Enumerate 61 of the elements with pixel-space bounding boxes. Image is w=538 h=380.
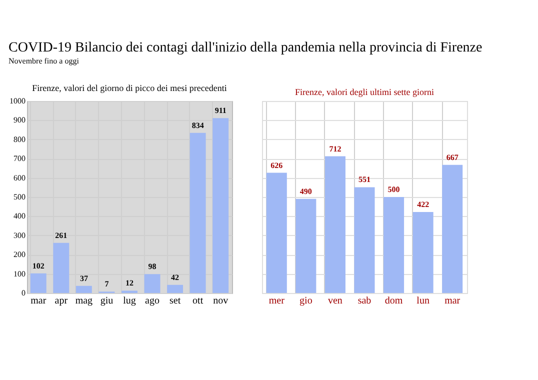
data-label: 422 <box>417 200 430 209</box>
y-tick-label: 500 <box>14 192 26 202</box>
x-tick-label: mar <box>444 296 461 306</box>
bar <box>212 118 229 293</box>
x-tick-label: apr <box>54 296 68 306</box>
y-tick-label: 800 <box>14 134 26 144</box>
data-label: 500 <box>388 185 400 194</box>
y-tick-label: 900 <box>14 116 26 125</box>
bar <box>144 274 160 293</box>
chart-title: COVID-19 Bilancio dei contagi dall'inizio della pandemia nella provincia di Firenze <box>8 40 482 56</box>
data-label: 551 <box>358 175 370 184</box>
y-tick-label: 1000 <box>10 96 26 106</box>
data-label: 37 <box>80 274 88 283</box>
x-tick-label: ven <box>328 296 342 306</box>
y-tick-label: 700 <box>14 154 26 164</box>
x-tick-label: mer <box>268 296 286 306</box>
bar <box>296 198 316 293</box>
text: Firenze, valori del giorno di picco dei mesi precedenti <box>32 83 228 93</box>
chart-subtitle: Novembre fino a oggi <box>8 56 80 66</box>
x-tick-label: dom <box>384 296 403 306</box>
bar <box>324 156 346 293</box>
bar <box>412 212 434 293</box>
data-label: 667 <box>446 152 458 162</box>
data-label: 7 <box>104 280 109 289</box>
x-tick-label: ott <box>192 296 204 306</box>
data-label: 490 <box>300 186 312 196</box>
x-tick-label: mar <box>30 296 47 306</box>
bar <box>384 197 404 293</box>
bar <box>266 172 287 293</box>
bar <box>30 273 46 293</box>
x-tick-label: ago <box>145 296 160 306</box>
text: Firenze, valori degli ultimi sette giorni <box>295 87 434 97</box>
y-tick-label: 200 <box>14 250 26 260</box>
bar <box>76 286 92 293</box>
data-label: 261 <box>55 230 68 240</box>
bar <box>167 284 184 293</box>
x-tick-label: set <box>170 296 181 306</box>
x-tick-label: nov <box>213 296 228 306</box>
bar <box>354 187 375 293</box>
data-label: 911 <box>214 106 226 116</box>
x-tick-label: gio <box>300 296 312 306</box>
x-tick-label: lun <box>416 296 430 306</box>
x-tick-label: lug <box>123 296 136 306</box>
data-label: 712 <box>329 144 342 154</box>
data-label: 12 <box>126 278 134 288</box>
y-tick-label: 100 <box>14 269 26 278</box>
x-tick-label: giu <box>100 296 114 306</box>
x-tick-label: mag <box>75 296 93 306</box>
x-tick-label: sab <box>358 296 372 306</box>
bar <box>53 242 70 293</box>
data-label: 98 <box>148 262 156 272</box>
data-label: 42 <box>171 272 180 282</box>
data-label: 626 <box>270 160 283 170</box>
data-label: 834 <box>192 120 204 130</box>
y-tick-label: 400 <box>14 212 26 221</box>
y-tick-label: 300 <box>14 230 26 240</box>
y-tick-label: 600 <box>14 173 26 182</box>
bar <box>442 164 463 293</box>
data-label: 102 <box>32 261 44 270</box>
bar <box>190 132 206 293</box>
y-tick-label: 0 <box>22 288 26 298</box>
